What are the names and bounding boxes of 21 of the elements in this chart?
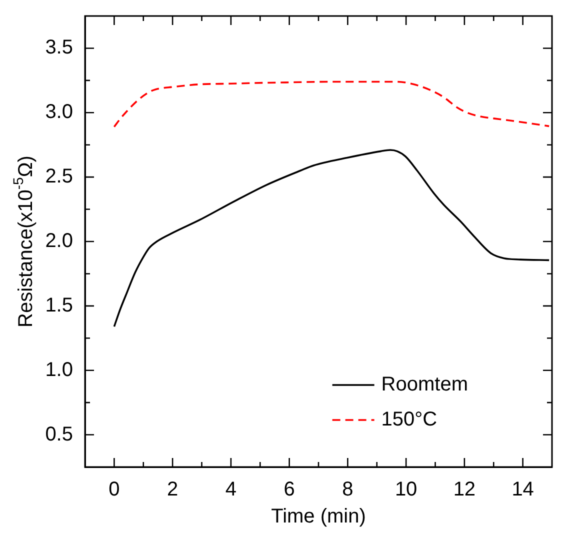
y-tick-label: 2.5	[45, 166, 73, 188]
y-axis-title: Resistance(x10-5Ω)	[10, 156, 37, 328]
x-axis-title: Time (min)	[271, 506, 366, 528]
x-tick-label: 4	[225, 478, 236, 501]
legend-label: 150°C	[381, 408, 438, 431]
x-tick-label: 10	[394, 478, 418, 501]
x-tick-label: 8	[342, 478, 354, 501]
y-tick-label: 0.5	[45, 423, 73, 446]
x-tick-label: 6	[284, 478, 295, 501]
y-tick-label: 3.5	[45, 36, 73, 59]
x-tick-label: 12	[453, 478, 476, 501]
legend-label: Roomtem	[381, 374, 468, 396]
y-tick-label: 3.0	[45, 101, 73, 124]
y-tick-label: 1.0	[45, 358, 73, 381]
x-tick-label: 2	[167, 478, 178, 501]
x-tick-label: 14	[512, 478, 534, 501]
line-series	[113, 80, 550, 128]
line-series	[113, 149, 550, 328]
y-tick-label: 1.5	[45, 294, 73, 316]
x-tick-label: 0	[108, 478, 120, 501]
y-tick-label: 2.0	[45, 230, 73, 252]
